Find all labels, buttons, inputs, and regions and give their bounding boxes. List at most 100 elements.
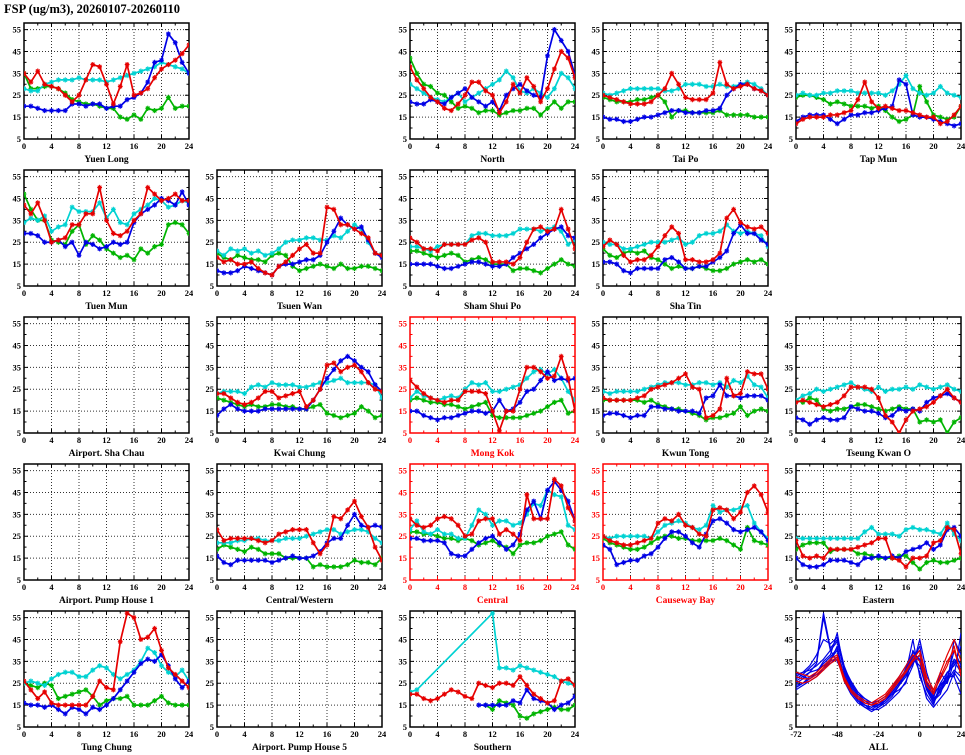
y-tick-label: 35 [785, 509, 794, 519]
chart-title: Kwai Chung [274, 449, 326, 459]
grid-lines [217, 611, 382, 727]
y-tick-label: 25 [206, 531, 215, 541]
x-tick-label: 4 [628, 582, 633, 592]
x-tick-label: 16 [323, 435, 332, 445]
x-tick-label: 24 [185, 141, 193, 151]
x-tick-label: 24 [571, 435, 579, 445]
y-tick-label: 25 [206, 678, 215, 688]
chart-tsuen-wan: 5 15 25 35 45 55 0 4 8 12 16 20 24 Tsuen Wan [206, 169, 386, 312]
x-tick-label: 8 [77, 729, 81, 739]
x-tick-label: 12 [874, 141, 883, 151]
x-tick-label: 4 [821, 582, 826, 592]
y-tick-label: 25 [206, 237, 215, 247]
x-tick-label: 12 [681, 141, 690, 151]
x-tick-label: 0 [215, 435, 219, 445]
y-tick-label: 15 [13, 553, 22, 563]
x-tick-label: 8 [463, 288, 467, 298]
chart-causeway-bay: 5 15 25 35 45 55 0 4 8 12 16 20 24 Causeway Bay [592, 463, 772, 606]
y-tick-label: 55 [13, 25, 22, 35]
x-tick-label: 16 [516, 729, 525, 739]
chart-sha-tin: 5 15 25 35 45 55 0 4 8 12 16 20 24 Sha Tin [592, 169, 772, 312]
x-tick-label: 16 [516, 435, 525, 445]
x-tick-label: 8 [77, 288, 81, 298]
y-tick-label: 5 [210, 575, 214, 585]
plot-frame [602, 169, 769, 287]
x-tick-label: 20 [736, 141, 745, 151]
y-tick-label: 55 [399, 319, 408, 329]
y-tick-label: 15 [399, 112, 408, 122]
y-tick-label: 35 [206, 656, 215, 666]
series-line-station-12 [796, 645, 961, 706]
x-tick-label: 24 [571, 141, 579, 151]
y-tick-label: 35 [399, 68, 408, 78]
x-tick-label: 16 [323, 288, 332, 298]
y-tick-label: 45 [13, 46, 22, 56]
chart-kwai-chung: 5 15 25 35 45 55 0 4 8 12 16 20 24 Kwai Chung [206, 316, 386, 459]
chart-southern: 5 15 25 35 45 55 0 4 8 12 16 20 24 Southern [399, 610, 579, 753]
x-tick-label: 0 [215, 582, 219, 592]
x-tick-label: 0 [22, 582, 26, 592]
series-markers-blue [410, 369, 575, 423]
x-tick-label: 0 [215, 729, 219, 739]
y-tick-label: 5 [789, 575, 793, 585]
series-group [24, 31, 189, 122]
x-tick-label: 24 [764, 141, 772, 151]
series-group [217, 353, 382, 421]
grid-lines [217, 464, 382, 580]
plot-frame [409, 316, 576, 434]
y-tick-label: 25 [13, 384, 22, 394]
x-tick-label: 12 [102, 288, 111, 298]
x-tick-label: 4 [49, 435, 54, 445]
x-tick-label: 8 [463, 141, 467, 151]
y-tick-label: 15 [13, 259, 22, 269]
chart-pump-house-5: 5 15 25 35 45 55 0 4 8 12 16 20 24 Airport. Pump Hous… [206, 610, 386, 753]
y-tick-label: 15 [206, 259, 215, 269]
series-markers-cyan [410, 366, 575, 403]
y-tick-label: 5 [596, 134, 600, 144]
series-markers-red [24, 611, 189, 708]
y-tick-label: 5 [17, 722, 21, 732]
y-tick-label: 55 [399, 466, 408, 476]
y-tick-label: 25 [13, 531, 22, 541]
y-tick-label: 5 [403, 134, 407, 144]
y-tick-label: 15 [399, 259, 408, 269]
y-tick-label: 25 [785, 90, 794, 100]
x-tick-label: 24 [185, 435, 193, 445]
y-tick-label: 15 [399, 406, 408, 416]
plot-frame [23, 610, 190, 728]
x-tick-label: 24 [571, 582, 579, 592]
series-markers-red [410, 48, 575, 116]
x-tick-label: 0 [601, 435, 605, 445]
x-tick-label: 16 [516, 288, 525, 298]
x-tick-label: 24 [571, 288, 579, 298]
x-tick-label: 24 [764, 288, 772, 298]
x-tick-label: 20 [736, 582, 745, 592]
chart-title: Tseung Kwan O [846, 449, 911, 459]
x-tick-label: 20 [543, 435, 552, 445]
x-tick-label: 12 [102, 141, 111, 151]
y-tick-label: 35 [592, 215, 601, 225]
y-tick-label: 5 [210, 722, 214, 732]
x-tick-label: 24 [957, 435, 965, 445]
y-tick-label: 55 [592, 25, 601, 35]
series-markers-red [603, 483, 768, 548]
y-tick-label: 25 [13, 237, 22, 247]
chart-title: Tung Chung [81, 743, 132, 753]
x-tick-label: 12 [874, 582, 883, 592]
plot-frame [795, 463, 962, 581]
x-tick-label: 20 [350, 288, 359, 298]
series-markers-red [603, 369, 768, 421]
y-tick-label: 25 [399, 237, 408, 247]
y-tick-label: 5 [596, 281, 600, 291]
plot-frame [23, 316, 190, 434]
y-tick-label: 5 [403, 281, 407, 291]
x-tick-label: 4 [49, 582, 54, 592]
series-markers-cyan [24, 645, 189, 689]
chart-title: Central/Western [266, 596, 334, 606]
chart-mong-kok: 5 15 25 35 45 55 0 4 8 12 16 20 24 Mong Kok [399, 316, 579, 459]
x-tick-label: 24 [378, 288, 386, 298]
x-tick-label: 12 [295, 729, 304, 739]
plot-frame [409, 22, 576, 140]
y-tick-label: 55 [13, 613, 22, 623]
y-tick-label: 35 [13, 656, 22, 666]
